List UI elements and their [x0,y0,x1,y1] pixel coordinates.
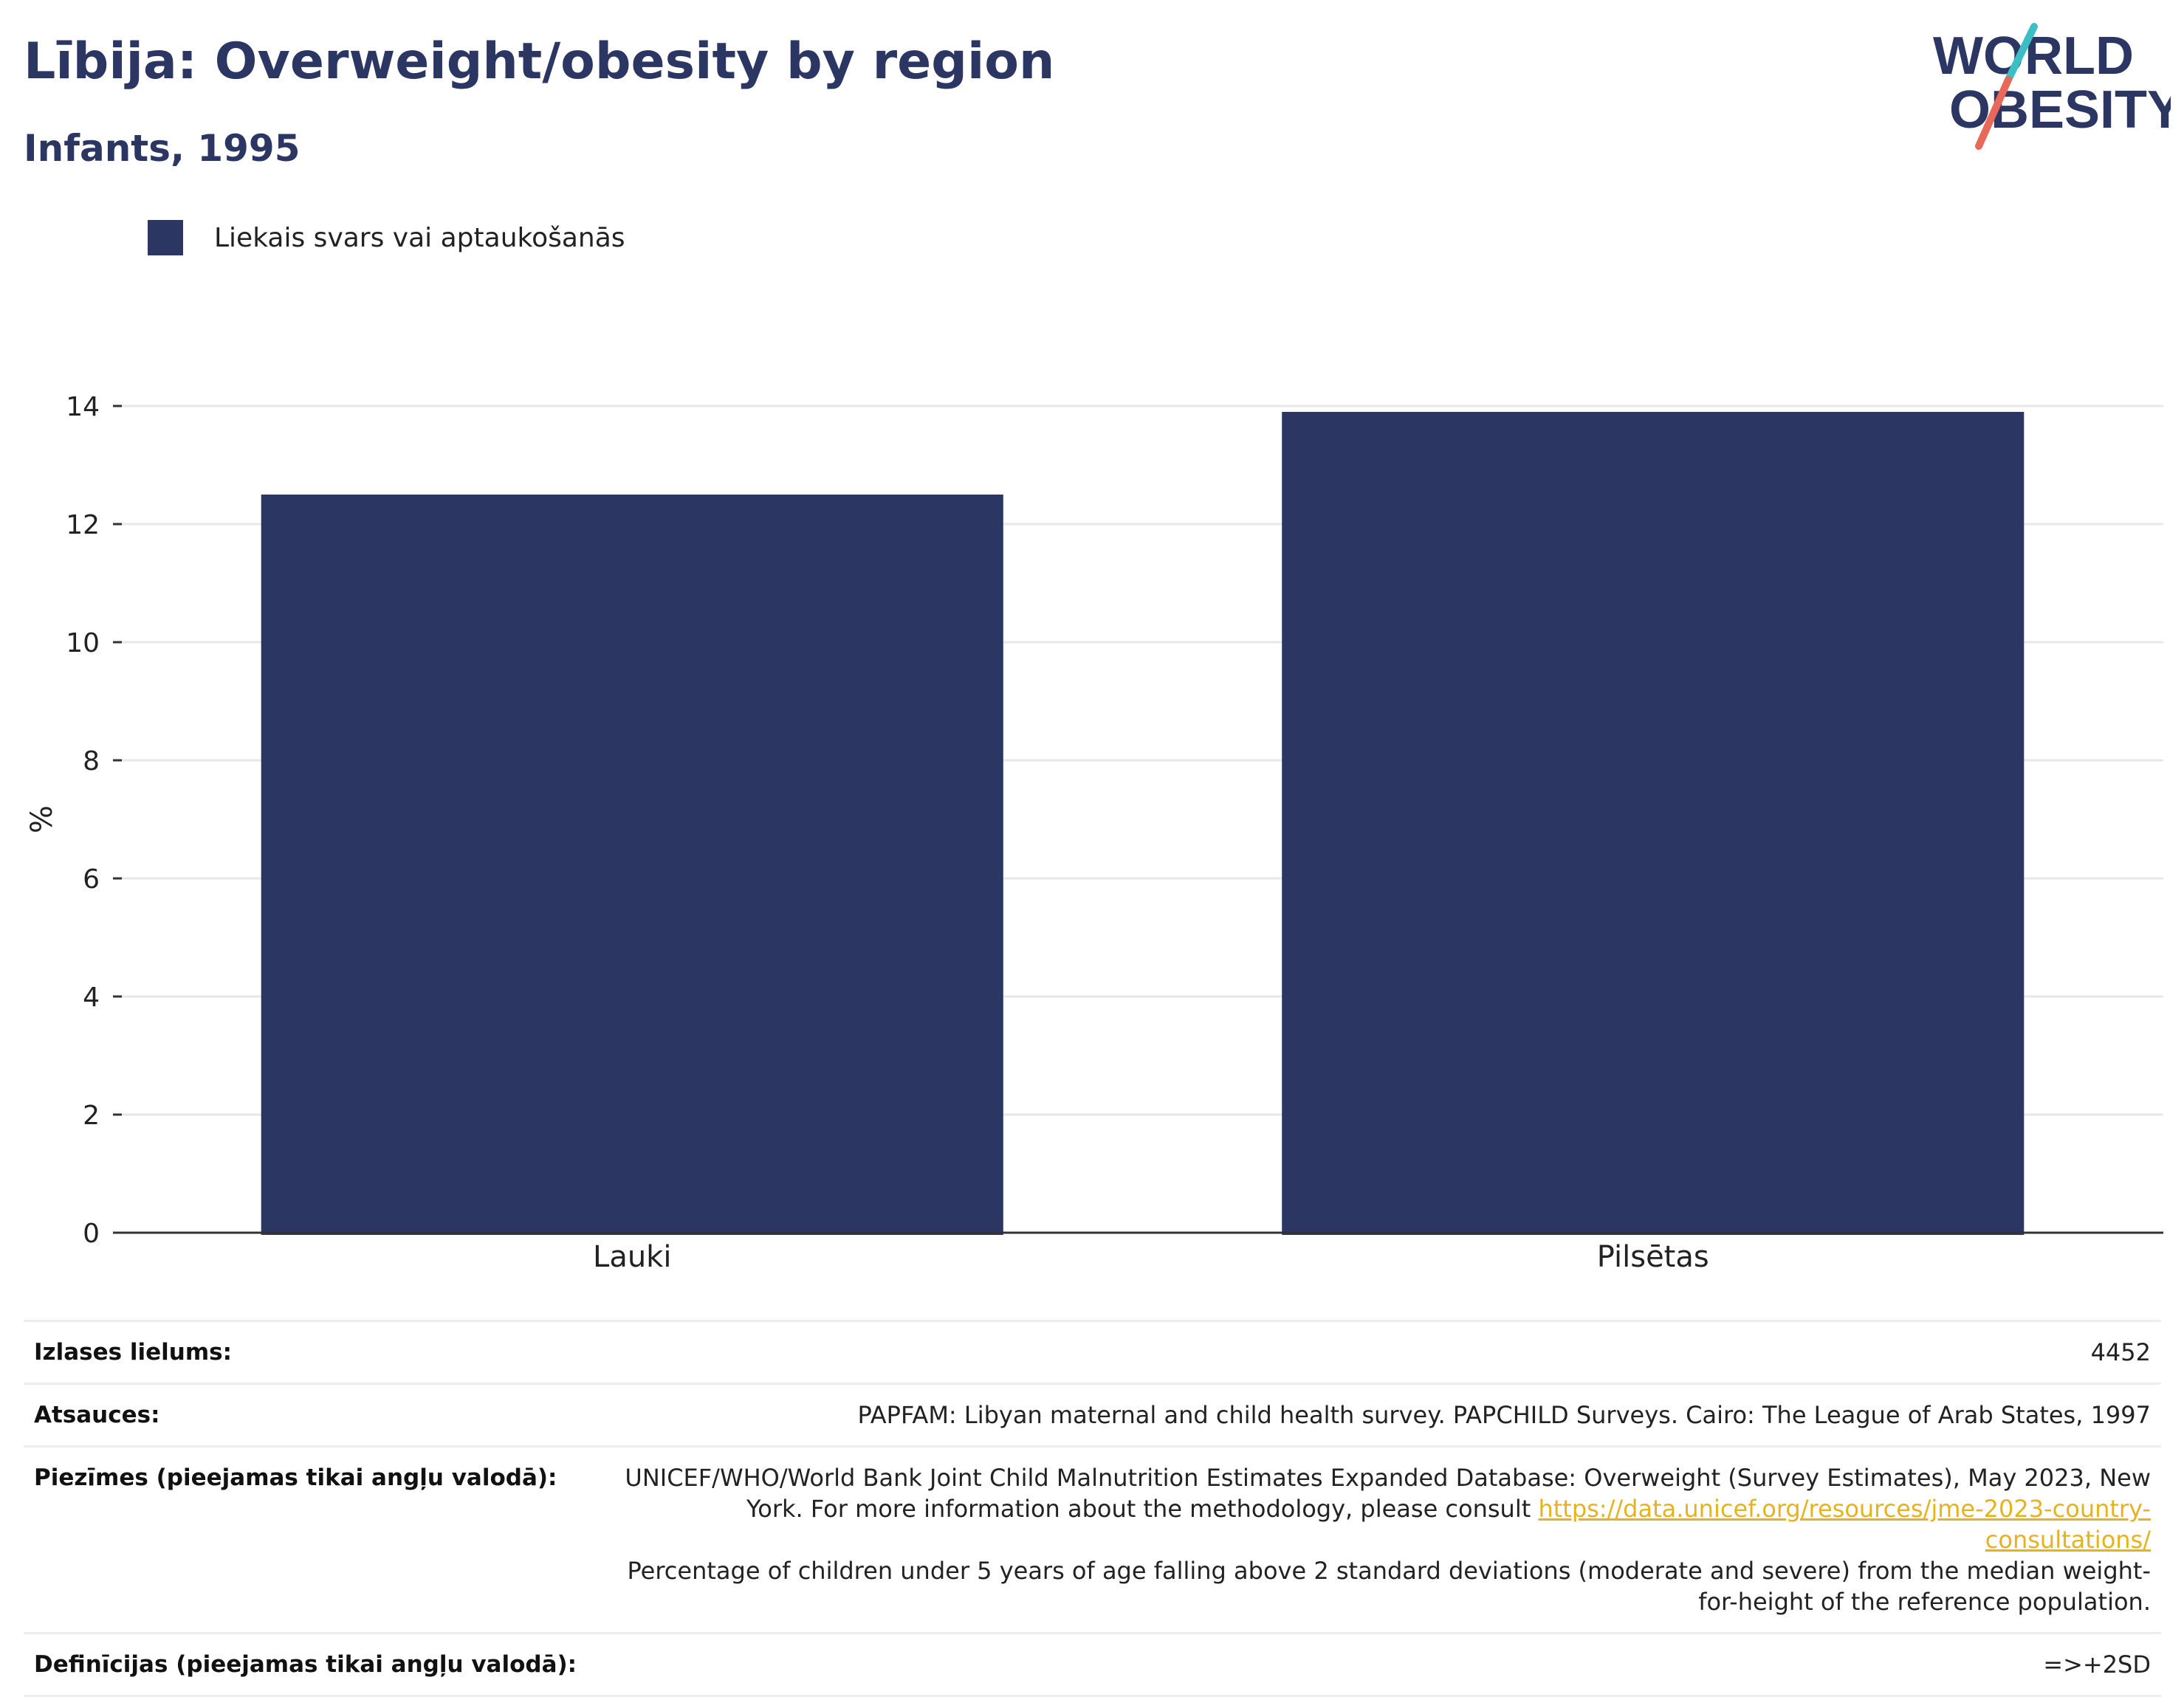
sources-label: Atsauces: [34,1402,160,1428]
sample-size-value: 4452 [2090,1338,2151,1366]
notes-text-1: UNICEF/WHO/World Bank Joint Child Malnut… [625,1464,2151,1523]
notes-link[interactable]: https://data.unicef.org/resources/jme-20… [1538,1495,2151,1554]
y-tick-label: 0 [83,1219,100,1249]
y-axis-title: % [25,805,59,833]
y-tick-label: 2 [83,1101,100,1131]
y-tick-label: 6 [83,864,100,895]
meta-row-sample-size: Izlases lielums: 4452 [24,1320,2161,1383]
definitions-value: =>+2SD [2043,1650,2151,1679]
chart-subtitle: Infants, 1995 [24,127,301,170]
logo-slash-teal [2005,23,2038,83]
legend[interactable]: Liekais svars vai aptaukošanās [148,220,625,255]
x-tick-label: Lauki [593,1240,671,1274]
chart-title: Lībija: Overweight/obesity by region [24,32,1055,91]
y-tick-label: 4 [83,982,100,1013]
legend-swatch [148,220,183,255]
bar-pilsētas [1282,412,2025,1235]
notes-label: Piezīmes (pieejamas tikai angļu valodā): [34,1464,557,1491]
bar-chart: 0 2 4 6 8 10 12 14% Lauki Pilsētas [25,392,2163,1274]
notes-value: UNICEF/WHO/World Bank Joint Child Malnut… [600,1462,2151,1617]
sample-size-label: Izlases lielums: [34,1339,232,1366]
meta-row-notes: Piezīmes (pieejamas tikai angļu valodā):… [24,1445,2161,1632]
world-obesity-logo: WORLD OBESITY [1933,23,2171,150]
y-tick-label: 12 [66,510,100,540]
definitions-label: Definīcijas (pieejamas tikai angļu valod… [34,1651,577,1678]
bar-lauki [261,495,1003,1235]
metadata-table: Izlases lielums: 4452 Atsauces: PAPFAM: … [24,1320,2161,1697]
x-tick-label: Pilsētas [1597,1240,1709,1274]
logo-slash-coral [1975,76,2012,150]
sources-value: PAPFAM: Libyan maternal and child health… [857,1401,2151,1429]
legend-label: Liekais svars vai aptaukošanās [214,222,625,253]
meta-row-sources: Atsauces: PAPFAM: Libyan maternal and ch… [24,1383,2161,1445]
y-tick-label: 14 [66,392,100,422]
notes-text-2: Percentage of children under 5 years of … [627,1557,2152,1616]
y-tick-label: 8 [83,746,100,777]
y-tick-label: 10 [66,628,100,658]
meta-row-definitions: Definīcijas (pieejamas tikai angļu valod… [24,1632,2161,1697]
